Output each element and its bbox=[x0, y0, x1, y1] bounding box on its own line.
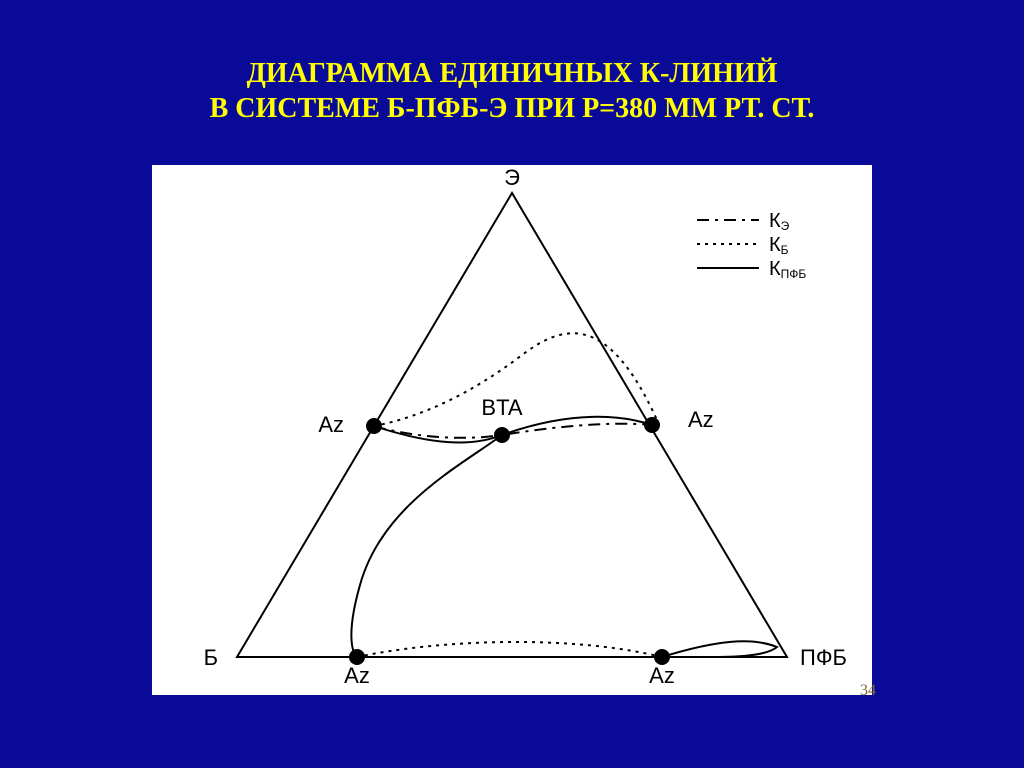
page-number: 34 bbox=[860, 682, 876, 700]
svg-text:Б: Б bbox=[204, 645, 218, 670]
svg-text:BTA: BTA bbox=[481, 395, 522, 420]
diagram-panel: AzBTAAzAzAzЭБПФБКЭКБКПФБ bbox=[152, 165, 872, 695]
title-line-2: В СИСТЕМЕ Б-ПФБ-Э ПРИ Р=380 ММ РТ. СТ. bbox=[0, 91, 1024, 126]
slide-title: ДИАГРАММА ЕДИНИЧНЫХ К-ЛИНИЙ В СИСТЕМЕ Б-… bbox=[0, 56, 1024, 126]
ternary-diagram: AzBTAAzAzAzЭБПФБКЭКБКПФБ bbox=[152, 165, 872, 695]
svg-text:Az: Az bbox=[688, 407, 714, 432]
slide: ДИАГРАММА ЕДИНИЧНЫХ К-ЛИНИЙ В СИСТЕМЕ Б-… bbox=[0, 0, 1024, 768]
svg-text:Az: Az bbox=[649, 663, 675, 688]
svg-text:Az: Az bbox=[318, 412, 344, 437]
title-line-1: ДИАГРАММА ЕДИНИЧНЫХ К-ЛИНИЙ bbox=[0, 56, 1024, 91]
svg-text:Э: Э bbox=[504, 165, 520, 190]
svg-text:ПФБ: ПФБ bbox=[800, 645, 847, 670]
svg-text:Az: Az bbox=[344, 663, 370, 688]
